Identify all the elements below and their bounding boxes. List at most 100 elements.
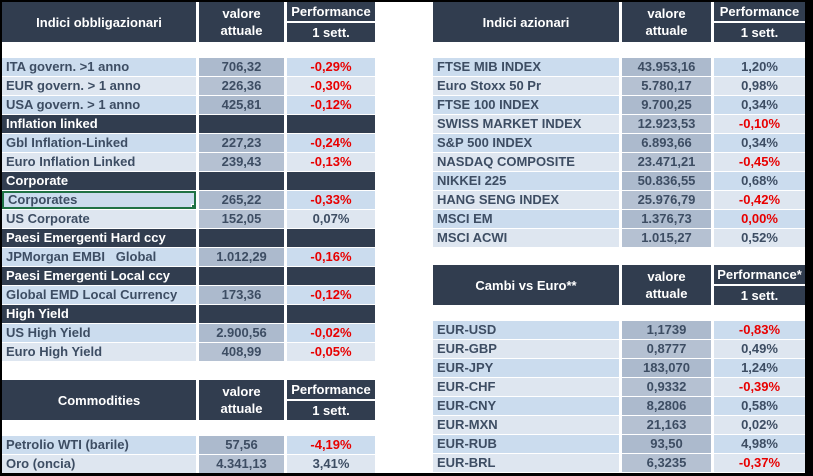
current-value[interactable]: 425,81 xyxy=(199,96,284,114)
section-label[interactable]: Inflation linked xyxy=(2,115,196,133)
instrument-label[interactable]: SWISS MARKET INDEX xyxy=(433,115,619,133)
instrument-label[interactable]: EUR-CNY xyxy=(433,397,619,415)
section-filler-cell[interactable] xyxy=(287,305,375,323)
current-value[interactable]: 265,22 xyxy=(199,191,284,209)
instrument-label[interactable]: USA govern. > 1 anno xyxy=(2,96,196,114)
section-filler-cell[interactable] xyxy=(287,172,375,190)
current-value[interactable]: 25.976,79 xyxy=(622,191,711,209)
performance-value[interactable]: -0,39% xyxy=(714,378,805,396)
performance-column-header[interactable]: Performance 1 sett. xyxy=(714,2,805,42)
performance-value[interactable]: -0,13% xyxy=(287,153,375,171)
instrument-label[interactable]: Petrolio WTI (barile) xyxy=(2,436,196,454)
section-filler-cell[interactable] xyxy=(287,115,375,133)
value-column-header[interactable]: valore attuale xyxy=(622,265,711,305)
instrument-label[interactable]: EUR-RUB xyxy=(433,435,619,453)
performance-value[interactable]: -0,16% xyxy=(287,248,375,266)
current-value[interactable]: 0,8777 xyxy=(622,340,711,358)
current-value[interactable]: 1.015,27 xyxy=(622,229,711,247)
instrument-label[interactable]: EUR-CHF xyxy=(433,378,619,396)
performance-value[interactable]: -0,45% xyxy=(714,153,805,171)
instrument-label[interactable]: FTSE MIB INDEX xyxy=(433,58,619,76)
current-value[interactable]: 50.836,55 xyxy=(622,172,711,190)
performance-value[interactable]: 0,49% xyxy=(714,340,805,358)
performance-value[interactable]: -0,05% xyxy=(287,343,375,361)
performance-value[interactable]: 0,68% xyxy=(714,172,805,190)
section-filler-cell[interactable] xyxy=(199,229,284,247)
current-value[interactable]: 183,070 xyxy=(622,359,711,377)
current-value[interactable]: 173,36 xyxy=(199,286,284,304)
instrument-label[interactable]: EUR-JPY xyxy=(433,359,619,377)
section-filler-cell[interactable] xyxy=(199,172,284,190)
instrument-label[interactable]: Global EMD Local Currency xyxy=(2,286,196,304)
instrument-label[interactable]: EUR-USD xyxy=(433,321,619,339)
performance-value[interactable]: 0,00% xyxy=(714,210,805,228)
performance-value[interactable]: -0,37% xyxy=(714,454,805,472)
section-label[interactable]: Corporate xyxy=(2,172,196,190)
performance-value[interactable]: -0,10% xyxy=(714,115,805,133)
performance-value[interactable]: 0,07% xyxy=(287,210,375,228)
value-column-header[interactable]: valore attuale xyxy=(199,2,284,42)
instrument-label[interactable]: EUR-GBP xyxy=(433,340,619,358)
performance-value[interactable]: 4,98% xyxy=(714,435,805,453)
instrument-label[interactable]: FTSE 100 INDEX xyxy=(433,96,619,114)
performance-column-header[interactable]: Performance 1 sett. xyxy=(287,380,375,420)
current-value[interactable]: 57,56 xyxy=(199,436,284,454)
table-title[interactable]: Cambi vs Euro** xyxy=(433,265,619,305)
performance-value[interactable]: -0,83% xyxy=(714,321,805,339)
instrument-label[interactable]: JPMorgan EMBI Global xyxy=(2,248,196,266)
section-label[interactable]: Paesi Emergenti Local ccy xyxy=(2,267,196,285)
table-title[interactable]: Commodities xyxy=(2,380,196,420)
current-value[interactable]: 23.471,21 xyxy=(622,153,711,171)
performance-value[interactable]: 0,34% xyxy=(714,134,805,152)
performance-value[interactable]: -0,02% xyxy=(287,324,375,342)
current-value[interactable]: 4.341,13 xyxy=(199,455,284,473)
value-column-header[interactable]: valore attuale xyxy=(622,2,711,42)
instrument-label[interactable]: EUR-MXN xyxy=(433,416,619,434)
instrument-label[interactable]: Euro High Yield xyxy=(2,343,196,361)
instrument-label[interactable]: EUR-BRL xyxy=(433,454,619,472)
current-value[interactable]: 408,99 xyxy=(199,343,284,361)
instrument-label[interactable]: Oro (oncia) xyxy=(2,455,196,473)
current-value[interactable]: 227,23 xyxy=(199,134,284,152)
instrument-label[interactable]: EUR govern. > 1 anno xyxy=(2,77,196,95)
current-value[interactable]: 1.012,29 xyxy=(199,248,284,266)
current-value[interactable]: 2.900,56 xyxy=(199,324,284,342)
performance-column-header[interactable]: Performance 1 sett. xyxy=(287,2,375,42)
current-value[interactable]: 43.953,16 xyxy=(622,58,711,76)
performance-value[interactable]: -0,33% xyxy=(287,191,375,209)
section-filler-cell[interactable] xyxy=(287,267,375,285)
performance-value[interactable]: 3,41% xyxy=(287,455,375,473)
instrument-label[interactable]: Euro Stoxx 50 Pr xyxy=(433,77,619,95)
section-filler-cell[interactable] xyxy=(199,305,284,323)
instrument-label[interactable]: US Corporate xyxy=(2,210,196,228)
performance-value[interactable]: 0,52% xyxy=(714,229,805,247)
section-filler-cell[interactable] xyxy=(199,115,284,133)
current-value[interactable]: 1,1739 xyxy=(622,321,711,339)
performance-value[interactable]: -0,42% xyxy=(714,191,805,209)
instrument-label[interactable]: S&P 500 INDEX xyxy=(433,134,619,152)
table-title[interactable]: Indici azionari xyxy=(433,2,619,42)
performance-value[interactable]: 0,98% xyxy=(714,77,805,95)
instrument-label[interactable]: MSCI ACWI xyxy=(433,229,619,247)
current-value[interactable]: 226,36 xyxy=(199,77,284,95)
current-value[interactable]: 6.893,66 xyxy=(622,134,711,152)
value-column-header[interactable]: valore attuale xyxy=(199,380,284,420)
performance-value[interactable]: 0,58% xyxy=(714,397,805,415)
performance-value[interactable]: -4,19% xyxy=(287,436,375,454)
current-value[interactable]: 9.700,25 xyxy=(622,96,711,114)
instrument-label[interactable]: HANG SENG INDEX xyxy=(433,191,619,209)
performance-value[interactable]: -0,29% xyxy=(287,58,375,76)
instrument-label[interactable]: MSCI EM xyxy=(433,210,619,228)
performance-value[interactable]: -0,12% xyxy=(287,96,375,114)
current-value[interactable]: 12.923,53 xyxy=(622,115,711,133)
current-value[interactable]: 239,43 xyxy=(199,153,284,171)
instrument-label[interactable]: US High Yield xyxy=(2,324,196,342)
performance-value[interactable]: 0,02% xyxy=(714,416,805,434)
current-value[interactable]: 93,50 xyxy=(622,435,711,453)
instrument-label[interactable]: Gbl Inflation-Linked xyxy=(2,134,196,152)
current-value[interactable]: 152,05 xyxy=(199,210,284,228)
current-value[interactable]: 8,2806 xyxy=(622,397,711,415)
section-filler-cell[interactable] xyxy=(199,267,284,285)
current-value[interactable]: 706,32 xyxy=(199,58,284,76)
instrument-label[interactable]: NIKKEI 225 xyxy=(433,172,619,190)
